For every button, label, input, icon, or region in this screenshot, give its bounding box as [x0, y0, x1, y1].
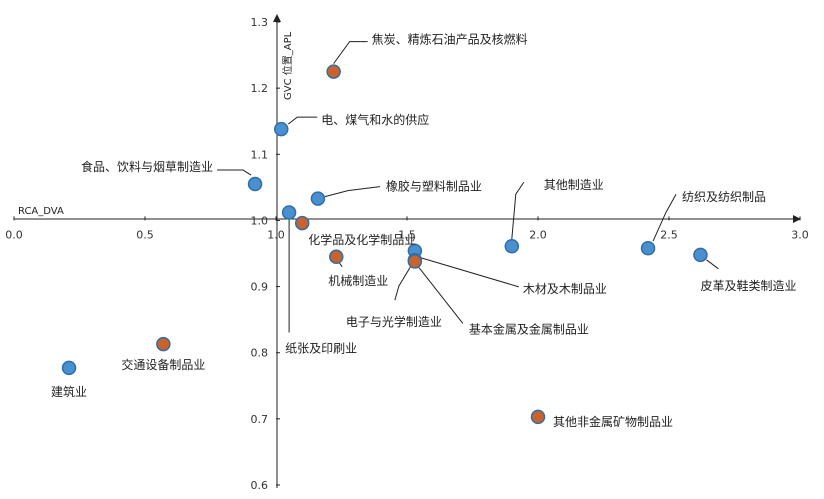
data-point	[61, 360, 77, 376]
x-tick-label: 0.0	[5, 228, 23, 241]
data-point	[247, 176, 263, 192]
points-layer	[61, 64, 708, 425]
point-label: 纸张及印刷业	[285, 341, 357, 355]
data-point	[693, 247, 708, 263]
leader-line	[394, 265, 412, 301]
x-tick-label: 1.5	[398, 228, 416, 241]
point-label: 木材及木制品业	[523, 282, 607, 296]
point-label: 建筑业	[51, 384, 87, 399]
leader-line	[511, 181, 525, 240]
leader-line	[338, 262, 343, 268]
y-tick-label: 0.8	[251, 347, 269, 360]
point-label: 交通设备制品业	[121, 357, 205, 372]
leader-line	[418, 267, 464, 324]
leaders-layer	[217, 41, 719, 333]
point-label: 其他非金属矿物制品业	[553, 414, 673, 429]
data-point	[156, 336, 171, 352]
point-label: 食品、饮料与烟草制造业	[81, 159, 213, 174]
labels-layer: 焦炭、精炼石油产品及核燃料电、煤气和水的供应食品、饮料与烟草制造业橡胶与塑料制品…	[51, 32, 796, 429]
leader-line	[217, 169, 252, 176]
point-label: 皮革及鞋类制造业	[700, 278, 796, 293]
point-label: 橡胶与塑料制品业	[386, 179, 482, 194]
y-tick-label: 1.2	[251, 82, 269, 95]
y-tick-label: 0.7	[251, 413, 269, 426]
point-label: 机械制造业	[328, 273, 388, 288]
ticks-layer: 0.0 0.5 1.0 1.5 2.0 2.5 3.0 0.6 0.7 0.8 0.9 1.0 1.1 1…	[5, 16, 809, 492]
leader-line	[706, 259, 719, 270]
data-point	[329, 249, 344, 265]
y-axis-title: GVC 位置_APL	[281, 31, 294, 100]
data-point	[281, 205, 297, 220]
x-tick-label: 2.5	[660, 228, 678, 241]
data-point	[640, 240, 656, 256]
point-label: 其他制造业	[544, 178, 604, 192]
point-label: 电、煤气和水的供应	[321, 112, 429, 127]
x-tick-label: 1.0	[267, 228, 285, 241]
y-tick-label: 1.1	[251, 148, 269, 161]
data-point	[326, 64, 341, 79]
data-point	[530, 409, 546, 425]
y-tick-label: 0.9	[251, 281, 269, 294]
data-point	[294, 215, 310, 231]
leader-line	[324, 186, 380, 198]
point-label: 基本金属及金属制品业	[469, 321, 589, 336]
leader-line	[652, 193, 677, 242]
data-point	[310, 191, 326, 206]
x-tick-label: 3.0	[791, 228, 809, 241]
point-label: 焦炭、精炼石油产品及核燃料	[372, 32, 528, 47]
y-tick-label: 1.0	[251, 214, 269, 227]
data-point	[273, 121, 289, 137]
data-point	[504, 238, 520, 254]
point-label: 纺织及纺织制品	[682, 190, 766, 204]
y-tick-label: 1.3	[251, 16, 269, 29]
data-point	[407, 254, 423, 269]
x-tick-label: 2.0	[529, 228, 547, 241]
y-tick-label: 0.6	[251, 479, 269, 492]
leader-line	[333, 41, 368, 64]
point-label: 电子与光学制造业	[346, 314, 442, 329]
x-axis-title: RCA_DVA	[18, 206, 64, 217]
x-tick-label: 0.5	[136, 228, 154, 241]
leader-line	[417, 256, 520, 288]
point-label: 化学品及化学制品业	[308, 232, 416, 247]
leader-line	[287, 116, 318, 125]
